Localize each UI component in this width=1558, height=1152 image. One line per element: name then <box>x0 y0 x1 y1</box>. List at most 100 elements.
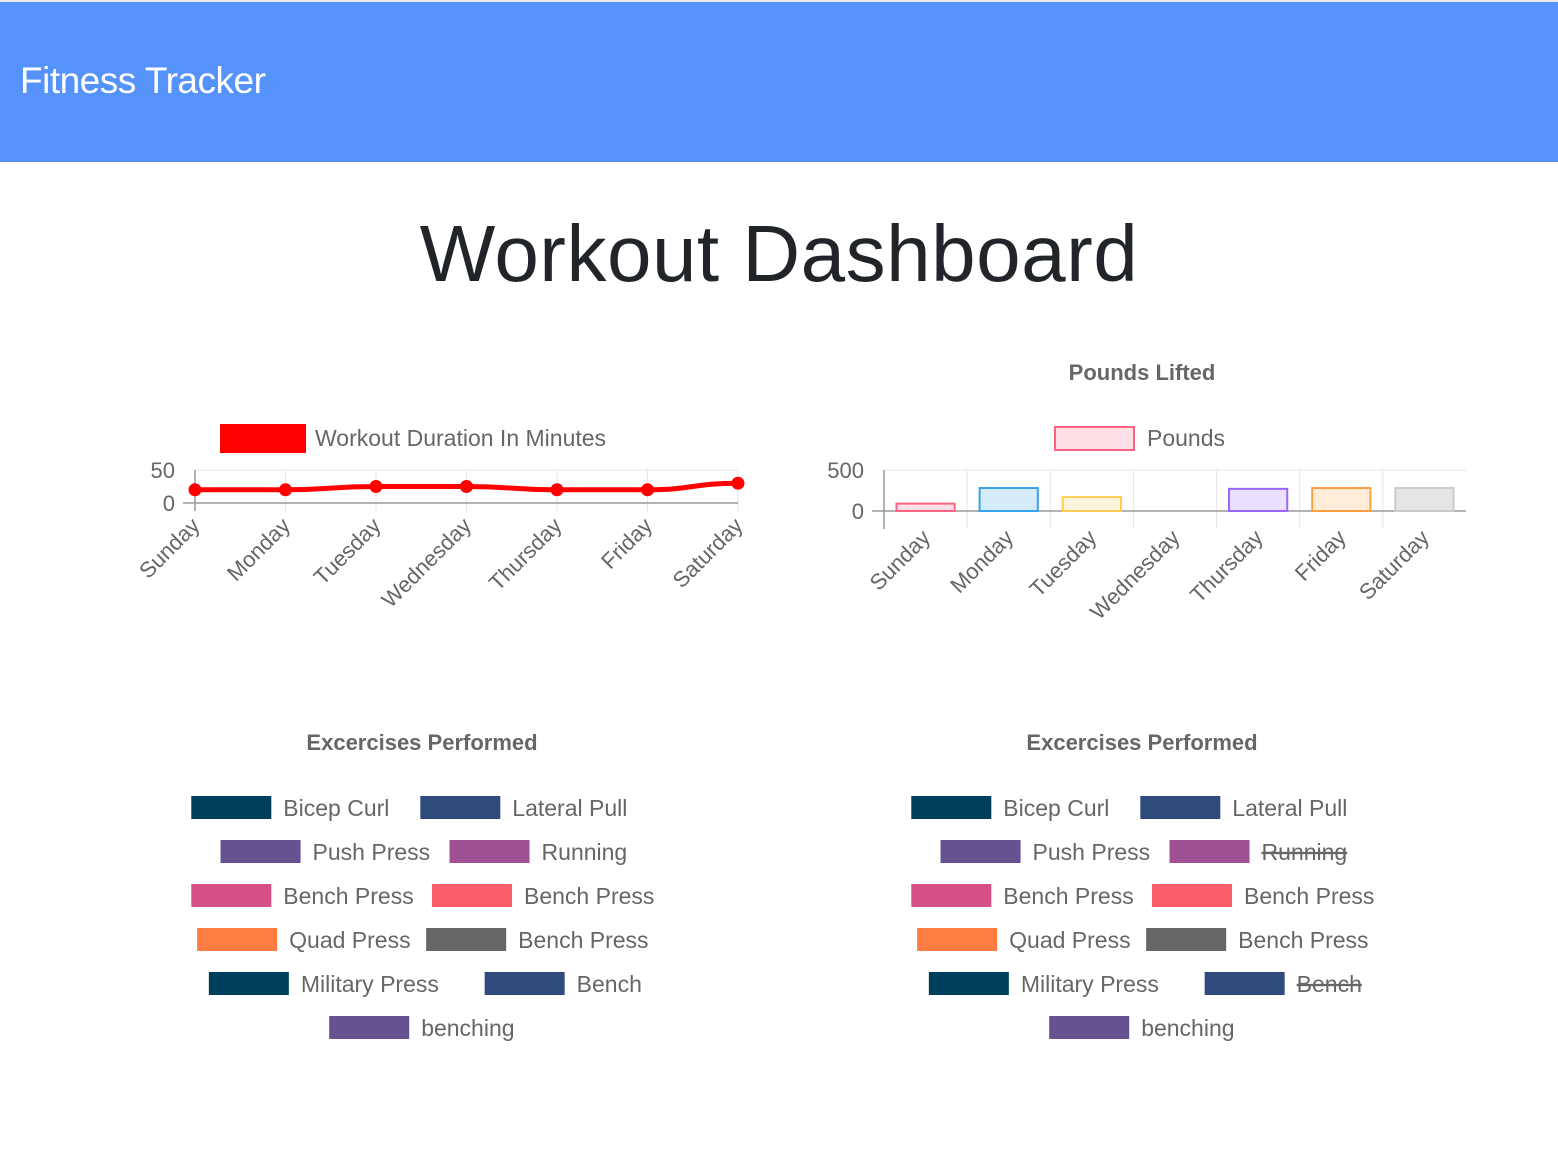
legend-item[interactable]: Running <box>449 839 628 865</box>
data-point[interactable] <box>731 476 745 490</box>
legend-label[interactable]: Lateral Pull <box>512 795 627 821</box>
legend-item[interactable]: Lateral Pull <box>420 795 627 821</box>
bar[interactable] <box>895 502 956 512</box>
legend-label[interactable]: Running <box>1262 839 1348 865</box>
bar[interactable] <box>1061 496 1122 512</box>
legend-item[interactable]: Bench <box>484 971 642 997</box>
legend-swatch[interactable] <box>220 840 301 863</box>
legend-swatch[interactable] <box>940 840 1021 863</box>
legend-item[interactable]: Bench Press <box>1152 883 1374 909</box>
legend-label[interactable]: Quad Press <box>289 927 410 953</box>
legend-swatch[interactable] <box>426 928 507 951</box>
legend-label[interactable]: Bench <box>1297 971 1362 997</box>
legend-swatch[interactable] <box>432 884 512 907</box>
x-tick-label: Thursday <box>484 513 567 596</box>
legend-swatch[interactable] <box>911 884 992 907</box>
data-point[interactable] <box>279 483 292 497</box>
legend-label[interactable]: Military Press <box>1021 971 1159 997</box>
legend-item[interactable]: Military Press <box>208 971 439 997</box>
legend-label[interactable]: Bench Press <box>518 927 648 953</box>
legend-swatch[interactable] <box>197 928 278 951</box>
bar[interactable] <box>1311 487 1372 513</box>
legend-label[interactable]: Running <box>542 839 628 865</box>
legend-item[interactable]: Running <box>1169 839 1348 865</box>
legend-item[interactable]: Push Press <box>940 839 1151 865</box>
x-tick-label: Monday <box>222 513 295 586</box>
legend-swatch[interactable] <box>484 972 565 995</box>
legend-label[interactable]: benching <box>421 1015 514 1041</box>
data-point[interactable] <box>188 483 202 497</box>
legend-label[interactable]: Bench Press <box>1003 883 1133 909</box>
legend-item[interactable]: Bench Press <box>426 927 649 953</box>
legend-item[interactable]: Push Press <box>220 839 431 865</box>
x-tick-label: Friday <box>1290 525 1351 586</box>
x-tick-label: Saturday <box>668 513 748 593</box>
pounds-legend-swatch[interactable] <box>1054 426 1135 451</box>
legend-label[interactable]: Push Press <box>1033 839 1151 865</box>
data-point[interactable] <box>641 483 654 497</box>
legend-swatch[interactable] <box>449 840 530 863</box>
data-point[interactable] <box>369 480 383 493</box>
legend-item[interactable]: Bicep Curl <box>191 795 389 821</box>
legend-swatch[interactable] <box>911 796 992 819</box>
legend-item[interactable]: Military Press <box>928 971 1159 997</box>
legend-item[interactable]: Quad Press <box>197 927 411 953</box>
exercises-left-legend: Bicep Curl Lateral Pull Push Press Running B… <box>191 795 654 1041</box>
data-point[interactable] <box>550 483 564 497</box>
legend-label[interactable]: Bench Press <box>1238 927 1368 953</box>
duration-chart: Workout Duration In Minutes 0 50 Sunday Mon… <box>134 424 748 613</box>
legend-swatch[interactable] <box>1049 1016 1130 1039</box>
exercises-right-legend: Bicep Curl Lateral Pull Push Press Running B… <box>911 795 1374 1041</box>
legend-label[interactable]: Quad Press <box>1009 927 1130 953</box>
legend-label[interactable]: Bench Press <box>1244 883 1374 909</box>
legend-swatch[interactable] <box>191 796 272 819</box>
legend-swatch[interactable] <box>191 884 272 907</box>
data-point[interactable] <box>460 480 473 493</box>
legend-item[interactable]: benching <box>329 1015 515 1041</box>
legend-item[interactable]: Lateral Pull <box>1140 795 1347 821</box>
legend-label[interactable]: Bench Press <box>524 883 654 909</box>
x-tick-label: Tuesday <box>1025 525 1102 602</box>
x-tick-label: Saturday <box>1354 525 1434 605</box>
legend-swatch[interactable] <box>917 928 998 951</box>
duration-legend-label[interactable]: Workout Duration In Minutes <box>315 425 606 451</box>
legend-label[interactable]: benching <box>1141 1015 1234 1041</box>
legend-swatch[interactable] <box>420 796 501 819</box>
exercises-chart-right: Excercises Performed Bicep Curl Lateral P… <box>911 730 1374 1041</box>
navbar-brand[interactable]: Fitness Tracker <box>20 60 266 101</box>
legend-item[interactable]: Bench Press <box>432 883 654 909</box>
y-tick-label: 0 <box>852 499 864 524</box>
legend-swatch[interactable] <box>208 972 289 995</box>
legend-label[interactable]: Push Press <box>313 839 431 865</box>
legend-swatch[interactable] <box>1146 928 1227 951</box>
bar[interactable] <box>978 487 1039 513</box>
legend-item[interactable]: Bench Press <box>191 883 414 909</box>
legend-item[interactable]: benching <box>1049 1015 1235 1041</box>
legend-item[interactable]: Bench Press <box>1146 927 1369 953</box>
legend-swatch[interactable] <box>928 972 1009 995</box>
x-tick-label: Thursday <box>1185 525 1268 608</box>
exercises-chart-left: Excercises Performed Bicep Curl Lateral P… <box>191 730 654 1041</box>
legend-swatch[interactable] <box>1204 972 1285 995</box>
bar[interactable] <box>1394 487 1455 513</box>
legend-item[interactable]: Bench Press <box>911 883 1134 909</box>
x-tick-label: Wednesday <box>376 513 476 613</box>
legend-label[interactable]: Bicep Curl <box>1003 795 1109 821</box>
legend-label[interactable]: Lateral Pull <box>1232 795 1347 821</box>
duration-legend-swatch[interactable] <box>220 424 306 453</box>
legend-swatch[interactable] <box>329 1016 410 1039</box>
legend-label[interactable]: Bench <box>577 971 642 997</box>
legend-label[interactable]: Bicep Curl <box>283 795 389 821</box>
legend-item[interactable]: Bicep Curl <box>911 795 1109 821</box>
legend-item[interactable]: Quad Press <box>917 927 1131 953</box>
legend-label[interactable]: Bench Press <box>283 883 413 909</box>
pounds-legend-label[interactable]: Pounds <box>1147 425 1225 451</box>
bar[interactable] <box>1228 487 1289 512</box>
legend-swatch[interactable] <box>1140 796 1221 819</box>
legend-swatch[interactable] <box>1152 884 1232 907</box>
legend-item[interactable]: Bench <box>1204 971 1362 997</box>
legend-swatch[interactable] <box>1169 840 1250 863</box>
legend-label[interactable]: Military Press <box>301 971 439 997</box>
x-tick-label: Friday <box>596 513 657 574</box>
